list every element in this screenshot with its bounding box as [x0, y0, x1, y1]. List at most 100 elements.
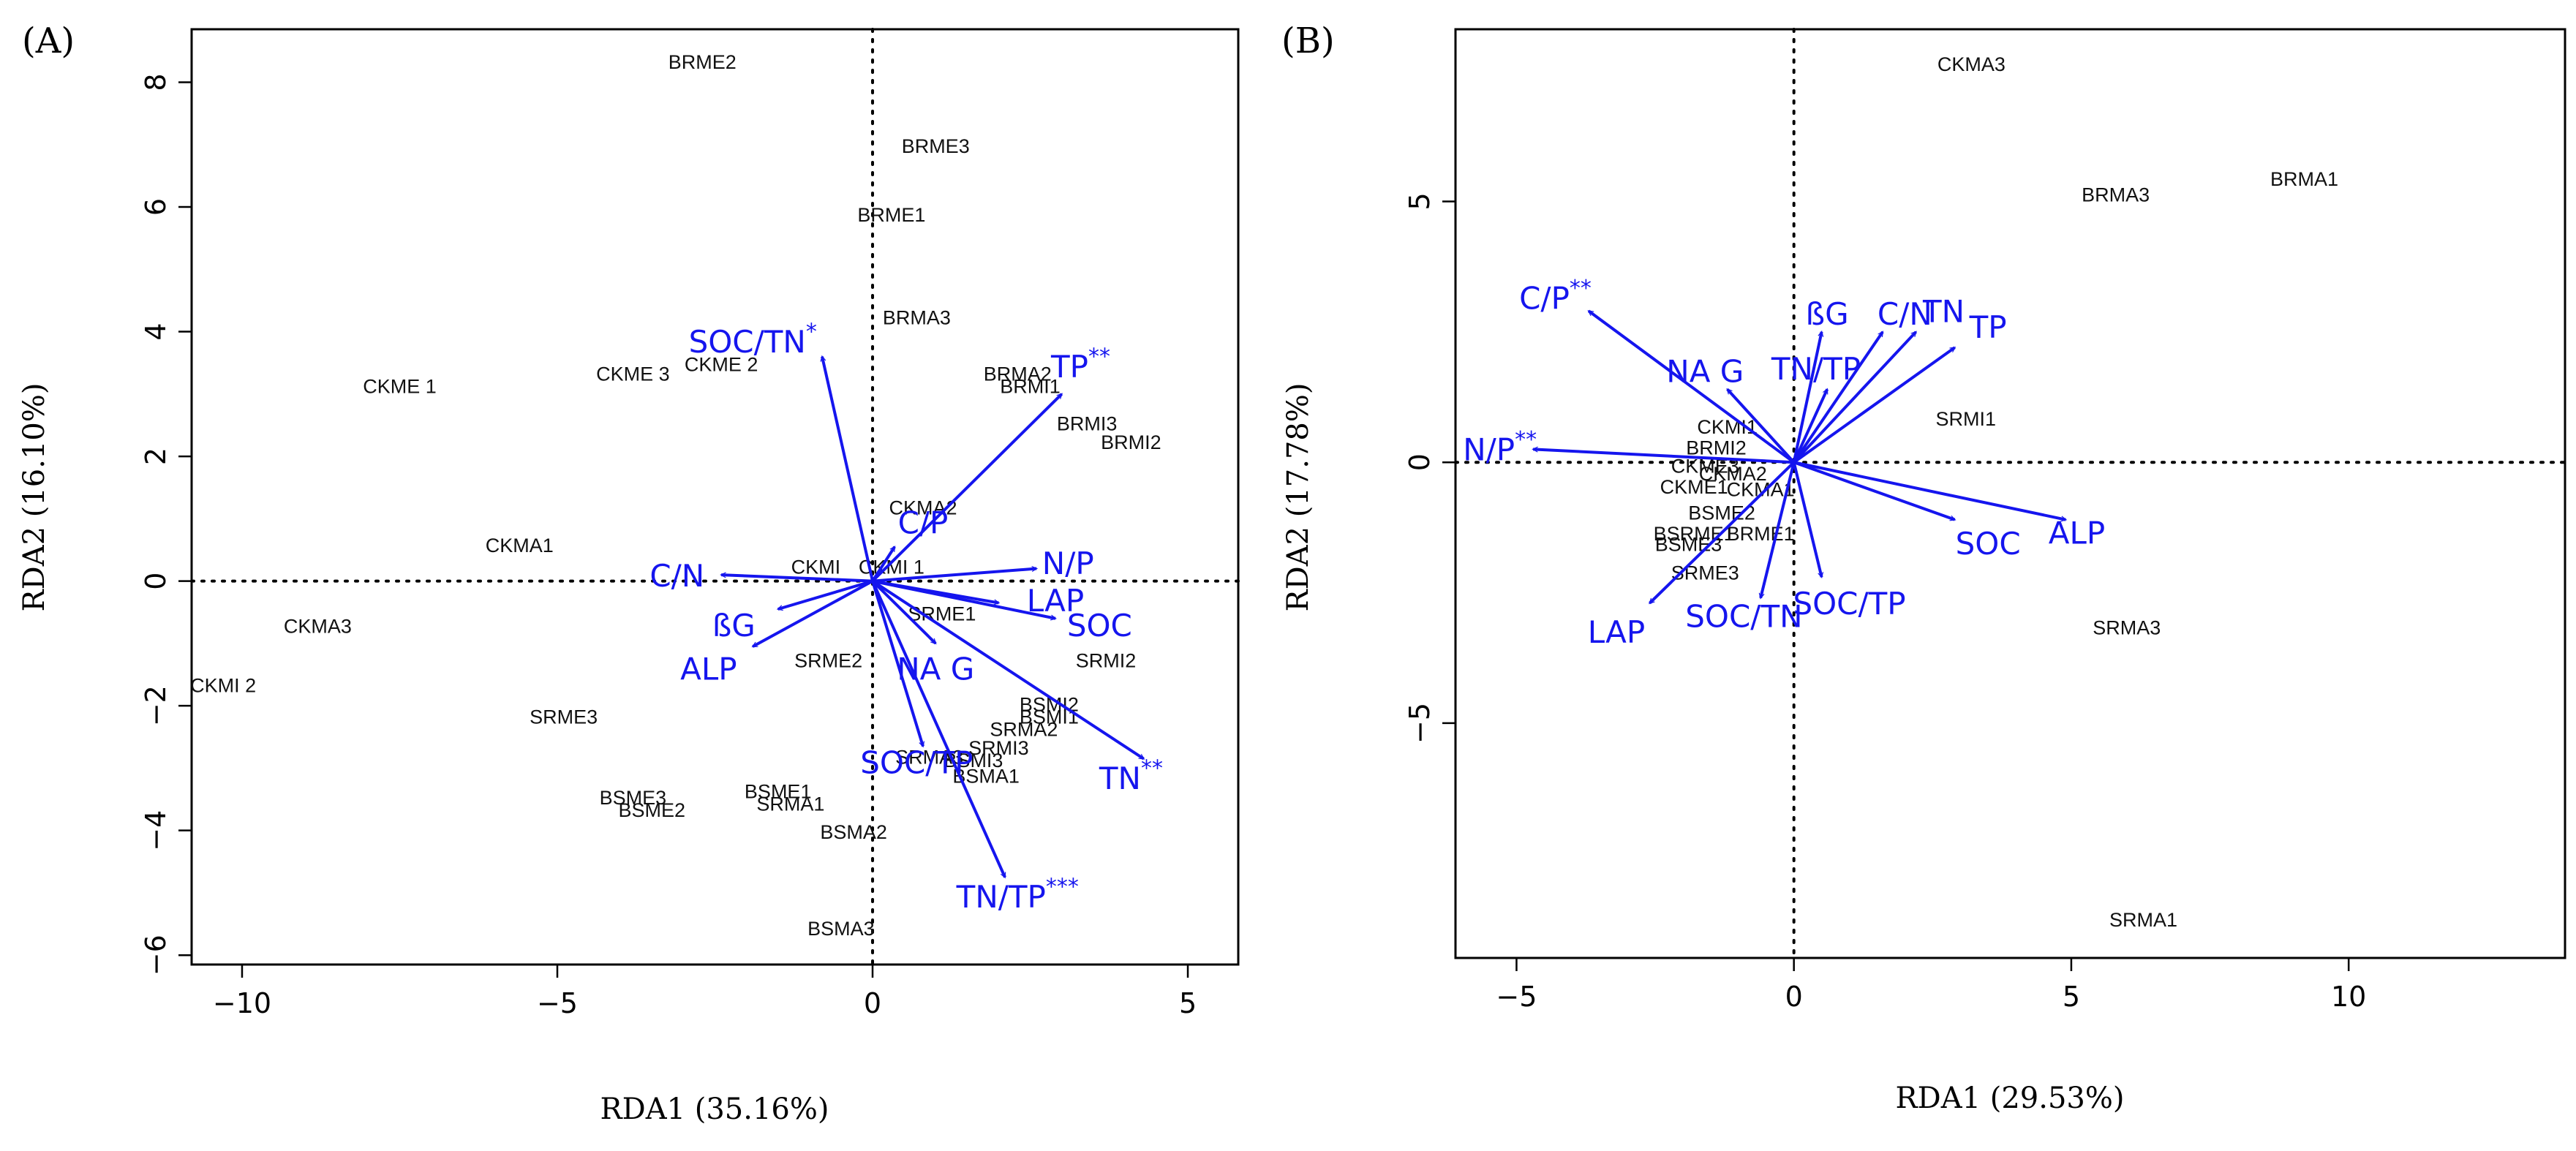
- env-vector-arrow: [1792, 388, 1829, 464]
- x-tick-label: 0: [864, 987, 881, 1019]
- env-vector-arrow: [871, 580, 1006, 879]
- env-vector-label: N/P: [1042, 546, 1094, 581]
- site-label: CKMI: [791, 556, 841, 578]
- significance-marker: **: [1088, 344, 1110, 369]
- site-label: BRMI1: [1000, 375, 1061, 397]
- env-vector-label: C/P: [898, 505, 949, 540]
- env-vector-label: SOC: [1067, 608, 1132, 644]
- env-vector-label: ALP: [680, 652, 737, 687]
- site-label: CKME 2: [685, 354, 758, 376]
- site-label: BSME2: [1688, 502, 1755, 524]
- site-label: BRMI2: [1101, 431, 1161, 453]
- site-label: SRME2: [794, 650, 862, 672]
- y-tick-label: 4: [140, 322, 172, 340]
- site-label: BSME1: [745, 781, 812, 803]
- site-label: BSME3: [1655, 533, 1722, 555]
- env-vector-arrow: [871, 581, 925, 748]
- y-tick-label: −5: [1404, 703, 1436, 744]
- env-vector-arrow: [776, 579, 873, 611]
- env-vector-arrow: [872, 566, 1039, 583]
- env-vector-label: C/P**: [1519, 276, 1592, 317]
- env-vector-arrow: [1649, 461, 1796, 605]
- y-tick-label: 6: [140, 198, 172, 216]
- env-vector-label: SOC/TN*: [689, 319, 817, 360]
- significance-marker: **: [1515, 426, 1537, 452]
- y-tick-label: −2: [140, 685, 172, 726]
- site-label: BRMA3: [883, 307, 951, 329]
- site-label: SRMI2: [1076, 650, 1137, 672]
- env-vector-label: NA G: [897, 652, 974, 687]
- site-label: BRME1: [857, 204, 925, 226]
- y-tick-label: 0: [140, 573, 172, 590]
- significance-marker: **: [1570, 276, 1592, 301]
- y-tick-label: 2: [140, 448, 172, 465]
- x-tick-label: 10: [2331, 981, 2366, 1013]
- site-label: SRMI3: [968, 737, 1029, 759]
- env-vector-label: NA G: [1666, 353, 1744, 389]
- x-axis-title: RDA1 (29.53%): [1896, 1082, 2125, 1115]
- significance-marker: **: [1141, 755, 1163, 781]
- env-vector-arrow: [1726, 388, 1796, 464]
- panel-label: (A): [22, 20, 75, 61]
- site-label: BRMI2: [1686, 437, 1747, 458]
- env-vector-label: TN: [1922, 293, 1965, 329]
- site-label: CKMA2: [1699, 463, 1767, 485]
- site-label: BRMI3: [1057, 413, 1118, 435]
- env-vector-label: SOC/TN: [1685, 599, 1802, 635]
- env-vector-arrow: [871, 546, 896, 582]
- x-tick-label: −5: [537, 987, 578, 1019]
- env-vector-arrow: [820, 355, 874, 582]
- x-tick-label: −5: [1496, 981, 1537, 1013]
- site-label: SRME3: [530, 706, 598, 728]
- site-label: SRMA3: [2093, 617, 2161, 639]
- panel-a: −10 −5 0 5 −6 −4 −2 0 2 4 6 8 RDA1 (35.16%) RDA2 (16.…: [18, 20, 1240, 1126]
- env-vector-arrow: [871, 579, 1145, 761]
- site-label: CKMA1: [486, 535, 554, 556]
- site-label: CKMA3: [1937, 53, 2006, 75]
- plot-frame: [190, 28, 1240, 966]
- site-label: SRMI1: [1936, 408, 1997, 430]
- y-tick-label: 8: [140, 73, 172, 91]
- env-vector-arrow: [751, 579, 873, 648]
- env-vector-label: TN/TP***: [956, 874, 1079, 915]
- y-tick-label: 5: [1404, 192, 1436, 210]
- env-vector-label: LAP: [1027, 583, 1084, 619]
- site-label: BSME3: [600, 787, 667, 809]
- x-tick-label: −10: [213, 987, 271, 1019]
- site-label: SRMA1: [756, 793, 824, 815]
- site-label: CKMI 2: [190, 675, 256, 697]
- y-axis-title: RDA2 (17.78%): [1281, 383, 1315, 612]
- panel-b: −5 0 5 10 −5 0 5 RDA1 (29.53%) RDA2 (17.78%) (B) C…: [1281, 20, 2566, 1115]
- env-vector-arrow: [1758, 461, 1796, 600]
- env-vector-arrow: [1792, 330, 1824, 463]
- env-vector-label: ßG: [1806, 296, 1849, 332]
- site-label: CKME 3: [596, 363, 670, 385]
- site-label: SRMA1: [2109, 909, 2177, 931]
- env-vector-label: SOC/TP: [1793, 586, 1905, 622]
- y-tick-label: −6: [140, 935, 172, 975]
- site-label: SRMA2: [990, 718, 1058, 740]
- panel-label: (B): [1281, 20, 1335, 61]
- site-label: BRME2: [669, 51, 737, 73]
- site-label: BRMA3: [2082, 184, 2150, 205]
- env-vector-arrow: [871, 580, 937, 645]
- env-vector-arrow: [1792, 461, 1824, 579]
- env-vector-arrow: [1793, 331, 1918, 464]
- env-vector-label: ALP: [2049, 516, 2105, 551]
- env-vector-arrow: [1532, 446, 1794, 464]
- env-vector-arrow: [871, 393, 1063, 583]
- site-label: CKMA3: [284, 616, 352, 638]
- site-label: BRME3: [902, 135, 970, 157]
- env-vector-label: TN**: [1099, 755, 1163, 796]
- env-vector-arrow: [1793, 461, 1957, 521]
- env-vector-label: C/N: [1878, 296, 1932, 332]
- y-tick-label: 0: [1404, 453, 1436, 471]
- plot-frame: [1454, 28, 2566, 959]
- site-label: SRME1: [908, 603, 976, 625]
- site-label: BRMA2: [984, 363, 1052, 385]
- site-label: CKMA1: [1727, 479, 1795, 501]
- site-label: BSMA2: [820, 821, 887, 843]
- env-vector-label: C/N: [649, 558, 704, 594]
- site-label: BRME1: [1727, 523, 1795, 545]
